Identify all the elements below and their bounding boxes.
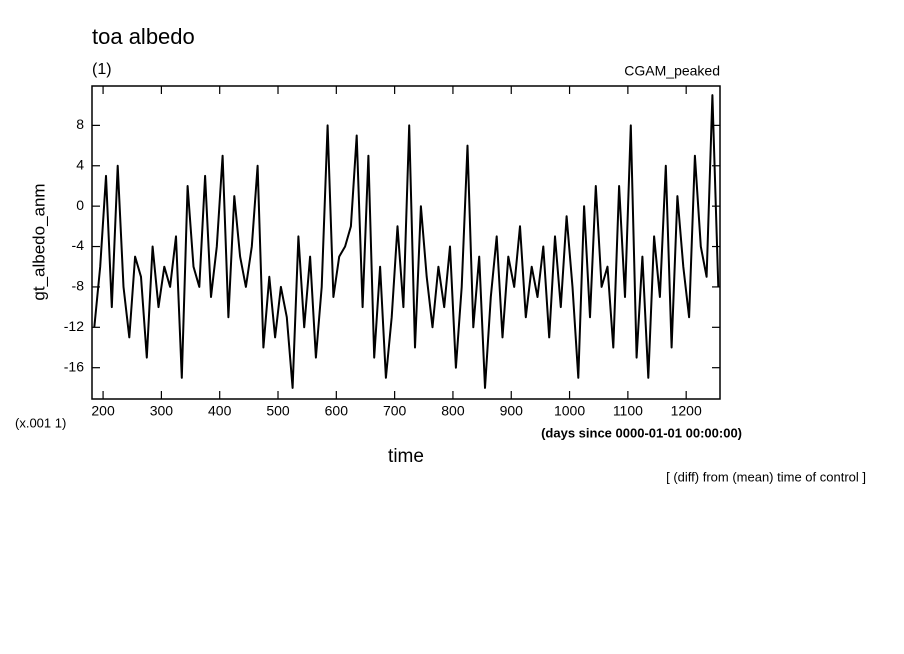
x-tick-label: 200 bbox=[91, 403, 115, 419]
footnote: [ (diff) from (mean) time of control ] bbox=[666, 469, 866, 484]
x-tick-label: 300 bbox=[150, 403, 174, 419]
x-tick-label: 500 bbox=[266, 403, 290, 419]
plot-frame bbox=[91, 85, 721, 400]
y-tick-label: 0 bbox=[76, 197, 84, 213]
x-tick-label: 400 bbox=[208, 403, 232, 419]
x-tick-label: 1200 bbox=[671, 403, 702, 419]
y-tick-label: -4 bbox=[72, 237, 85, 253]
y-tick-label: -16 bbox=[64, 358, 84, 374]
y-axis-label: gt_albedo_anm bbox=[29, 183, 48, 300]
y-tick-label: -8 bbox=[72, 278, 85, 294]
y-unit: (x.001 1) bbox=[15, 415, 66, 430]
chart-title: toa albedo bbox=[92, 24, 195, 49]
x-tick-label: 1000 bbox=[554, 403, 585, 419]
y-tick-label: -12 bbox=[64, 318, 84, 334]
annotation: CGAM_peaked bbox=[624, 63, 720, 79]
chart-subtitle: (1) bbox=[92, 61, 112, 78]
x-tick-label: 900 bbox=[500, 403, 524, 419]
data-line bbox=[93, 94, 720, 389]
x-tick-label: 1100 bbox=[613, 403, 643, 419]
y-tick-label: 4 bbox=[76, 156, 84, 172]
x-tick-label: 600 bbox=[325, 403, 349, 419]
y-tick-label: 8 bbox=[76, 116, 84, 132]
x-tick-label: 700 bbox=[383, 403, 407, 419]
x-axis-label: time bbox=[388, 446, 424, 467]
x-tick-label: 800 bbox=[441, 403, 465, 419]
x-unit: (days since 0000-01-01 00:00:00) bbox=[541, 425, 742, 440]
